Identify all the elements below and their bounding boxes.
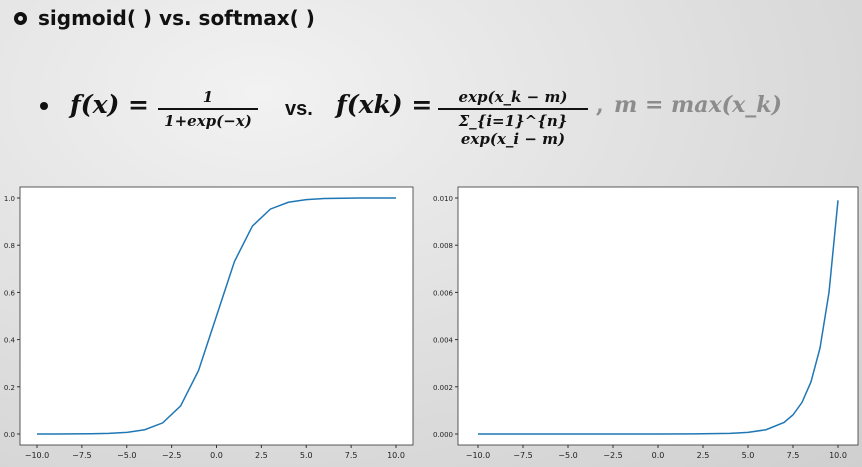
x-tick-label: −10.0 [25, 451, 50, 460]
formula-row: f(x) = 1 1+exp(−x) vs. f(xk) = exp(x_k −… [0, 88, 862, 148]
m-definition: m = max(x_k) [614, 92, 782, 118]
softmax-lhs: f(xk) = [336, 90, 433, 119]
x-ticks: −10.0 −7.5 −5.0 −2.5 0.0 2.5 5.0 7.5 10.0 [25, 445, 405, 460]
sigmoid-numerator: 1 [158, 88, 258, 110]
x-tick-label: −7.5 [513, 451, 532, 460]
y-tick-label: 0.2 [4, 384, 15, 392]
vs-label: vs. [285, 98, 313, 120]
heading-bullet [14, 12, 27, 25]
x-tick-label: −2.5 [162, 451, 181, 460]
x-tick-label: 10.0 [829, 451, 847, 460]
sigmoid-line [36, 197, 396, 435]
x-tick-label: −7.5 [72, 451, 91, 460]
x-tick-label: 2.5 [697, 451, 710, 460]
y-tick-label: 0.000 [433, 431, 453, 439]
x-tick-label: 7.5 [345, 451, 358, 460]
x-tick-label: 5.0 [300, 451, 313, 460]
x-tick-label: −5.0 [117, 451, 136, 460]
y-tick-label: 0.006 [433, 289, 454, 297]
comma: , [596, 92, 604, 118]
x-tick-label: 5.0 [742, 451, 755, 460]
x-tick-label: 2.5 [255, 451, 268, 460]
softmax-fraction: exp(x_k − m) Σ_{i=1}^{n} exp(x_i − m) [438, 88, 588, 148]
y-tick-label: 0.004 [433, 337, 454, 345]
sigmoid-denominator: 1+exp(−x) [164, 112, 252, 130]
y-tick-label: 0.002 [433, 384, 453, 392]
plot-area [457, 186, 859, 446]
y-tick-label: 0.008 [433, 242, 453, 250]
y-ticks: 0.0 0.2 0.4 0.6 0.8 1.0 [4, 195, 20, 439]
softmax-denominator: Σ_{i=1}^{n} exp(x_i − m) [458, 112, 568, 148]
x-tick-label: −10.0 [466, 451, 491, 460]
softmax-chart: −10.0 −7.5 −5.0 −2.5 0.0 2.5 5.0 7.5 10.0 0.0000… [433, 186, 859, 460]
softmax-numerator: exp(x_k − m) [438, 88, 588, 110]
x-ticks: −10.0 −7.5 −5.0 −2.5 0.0 2.5 5.0 7.5 10.0 [466, 445, 847, 460]
sigmoid-fraction: 1 1+exp(−x) [158, 88, 258, 130]
y-tick-label: 0.010 [433, 195, 453, 203]
y-tick-label: 0.6 [4, 289, 16, 297]
sigmoid-chart: −10.0 −7.5 −5.0 −2.5 0.0 2.5 5.0 7.5 10.0 0.0 0.2… [4, 186, 414, 460]
x-tick-label: 0.0 [210, 451, 223, 460]
x-tick-label: −5.0 [558, 451, 577, 460]
y-tick-label: 1.0 [4, 195, 15, 203]
softmax-line [478, 200, 839, 435]
y-tick-label: 0.0 [4, 431, 15, 439]
y-tick-label: 0.8 [4, 242, 15, 250]
formula-bullet [40, 102, 48, 110]
x-tick-label: 10.0 [387, 451, 405, 460]
page-title: sigmoid( ) vs. softmax( ) [38, 6, 315, 30]
x-tick-label: 7.5 [787, 451, 800, 460]
y-ticks: 0.000 0.002 0.004 0.006 0.008 0.010 [433, 195, 458, 439]
x-tick-label: −2.5 [603, 451, 622, 460]
y-tick-label: 0.4 [4, 337, 16, 345]
sigmoid-lhs: f(x) = [70, 90, 149, 119]
x-tick-label: 0.0 [652, 451, 665, 460]
